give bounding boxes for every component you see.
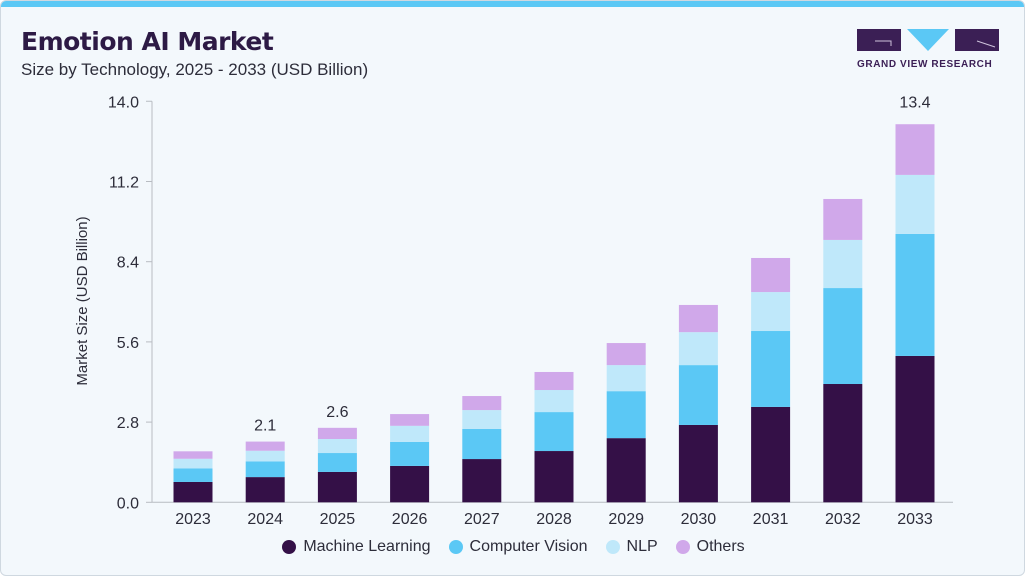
x-tick-label: 2027 (464, 511, 500, 528)
bar-segment-machine-learning (678, 424, 718, 503)
x-tick-label: 2033 (897, 511, 933, 528)
legend-item: Computer Vision (448, 538, 588, 556)
bar-segment-machine-learning (390, 465, 430, 503)
bar-segment-nlp (895, 174, 935, 234)
bar-segment-computer-vision (462, 428, 502, 460)
legend-label: Computer Vision (469, 538, 588, 555)
bar-segment-others (751, 257, 791, 293)
bar-segment-nlp (606, 365, 646, 392)
bar-segment-others (534, 371, 574, 391)
x-tick-label: 2029 (608, 511, 644, 528)
legend-dot-icon (448, 540, 463, 554)
x-tick-label: 2030 (681, 511, 717, 528)
bar-segment-others (390, 414, 430, 426)
legend-dot-icon (282, 540, 297, 554)
bar-segment-computer-vision (317, 453, 357, 472)
bar-segment-computer-vision (390, 441, 430, 466)
data-label: 2.1 (254, 418, 276, 435)
legend-label: NLP (626, 538, 658, 555)
bar-segment-others (245, 441, 285, 451)
bar-segment-nlp (751, 292, 791, 332)
chart-subtitle: Size by Technology, 2025 - 2033 (USD Bil… (21, 60, 369, 79)
grand-view-research-logo (857, 29, 999, 51)
bar-segment-others (606, 343, 646, 366)
bar-segment-nlp (534, 390, 574, 413)
legend-item: NLP (605, 538, 658, 556)
bar-segment-machine-learning (245, 477, 285, 503)
bar-segment-machine-learning (606, 438, 646, 503)
y-tick-label: 2.8 (117, 415, 139, 432)
bar-segment-computer-vision (823, 288, 863, 385)
bar-segment-machine-learning (317, 471, 357, 503)
bar-segment-computer-vision (534, 412, 574, 452)
bar-segment-nlp (390, 425, 430, 442)
x-tick-label: 2024 (247, 511, 283, 528)
legend-label: Others (696, 538, 745, 555)
x-tick-label: 2025 (320, 511, 356, 528)
data-label: 13.4 (899, 94, 930, 111)
legend-dot-icon (675, 540, 690, 554)
bar-segment-computer-vision (606, 391, 646, 439)
bar-segment-machine-learning (823, 384, 863, 503)
top-accent-bar (1, 1, 1024, 7)
x-tick-label: 2032 (825, 511, 861, 528)
legend: Machine Learning Computer Vision NLP Others (1, 538, 1024, 556)
legend-item: Others (675, 538, 745, 556)
legend-label: Machine Learning (303, 538, 431, 555)
bar-segment-machine-learning (462, 459, 502, 503)
y-axis-title: Market Size (USD Billion) (74, 216, 91, 385)
bar-segment-nlp (245, 450, 285, 462)
bar-segment-nlp (823, 239, 863, 289)
x-tick-label: 2028 (536, 511, 572, 528)
bar-segment-machine-learning (173, 481, 213, 503)
y-tick-label: 11.2 (109, 175, 139, 192)
legend-dot-icon (605, 540, 620, 554)
y-tick-label: 0.0 (117, 495, 139, 512)
bar-segment-computer-vision (895, 233, 935, 356)
bar-segment-machine-learning (534, 451, 574, 503)
x-tick-label: 2026 (392, 511, 428, 528)
bar-segment-nlp (462, 410, 502, 429)
legend-item: Machine Learning (282, 538, 431, 556)
logo-text: GRAND VIEW RESEARCH (857, 59, 993, 70)
bar-segment-others (678, 304, 718, 333)
bar-segment-others (173, 451, 213, 459)
bar-segment-computer-vision (678, 365, 718, 425)
bar-segment-machine-learning (895, 355, 935, 503)
y-tick-label: 14.0 (108, 94, 139, 111)
bar-segment-machine-learning (751, 406, 791, 503)
x-tick-label: 2031 (753, 511, 789, 528)
bar-segment-others (462, 396, 502, 411)
bar-segment-computer-vision (751, 331, 791, 407)
data-label: 2.6 (326, 404, 348, 421)
bar-segment-computer-vision (173, 468, 213, 482)
bar-segment-computer-vision (245, 461, 285, 478)
bar-segment-nlp (173, 458, 213, 469)
bar-segment-others (317, 427, 357, 439)
chart-title: Emotion AI Market (21, 27, 274, 56)
bar-segment-others (895, 124, 935, 175)
x-tick-label: 2023 (175, 511, 211, 528)
y-tick-label: 5.6 (117, 335, 139, 352)
bar-segment-others (823, 198, 863, 240)
bar-segment-nlp (678, 332, 718, 366)
y-tick-label: 8.4 (117, 255, 139, 272)
bar-segment-nlp (317, 438, 357, 454)
